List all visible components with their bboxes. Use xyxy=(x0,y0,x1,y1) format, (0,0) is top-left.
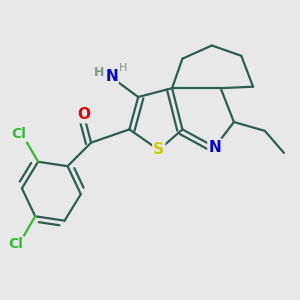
Text: N: N xyxy=(105,69,118,84)
Text: H: H xyxy=(93,66,104,80)
Text: O: O xyxy=(77,107,90,122)
Text: S: S xyxy=(153,142,164,158)
Text: Cl: Cl xyxy=(11,127,26,141)
Text: N: N xyxy=(208,140,221,154)
Text: H: H xyxy=(118,63,127,73)
Text: Cl: Cl xyxy=(9,237,23,251)
